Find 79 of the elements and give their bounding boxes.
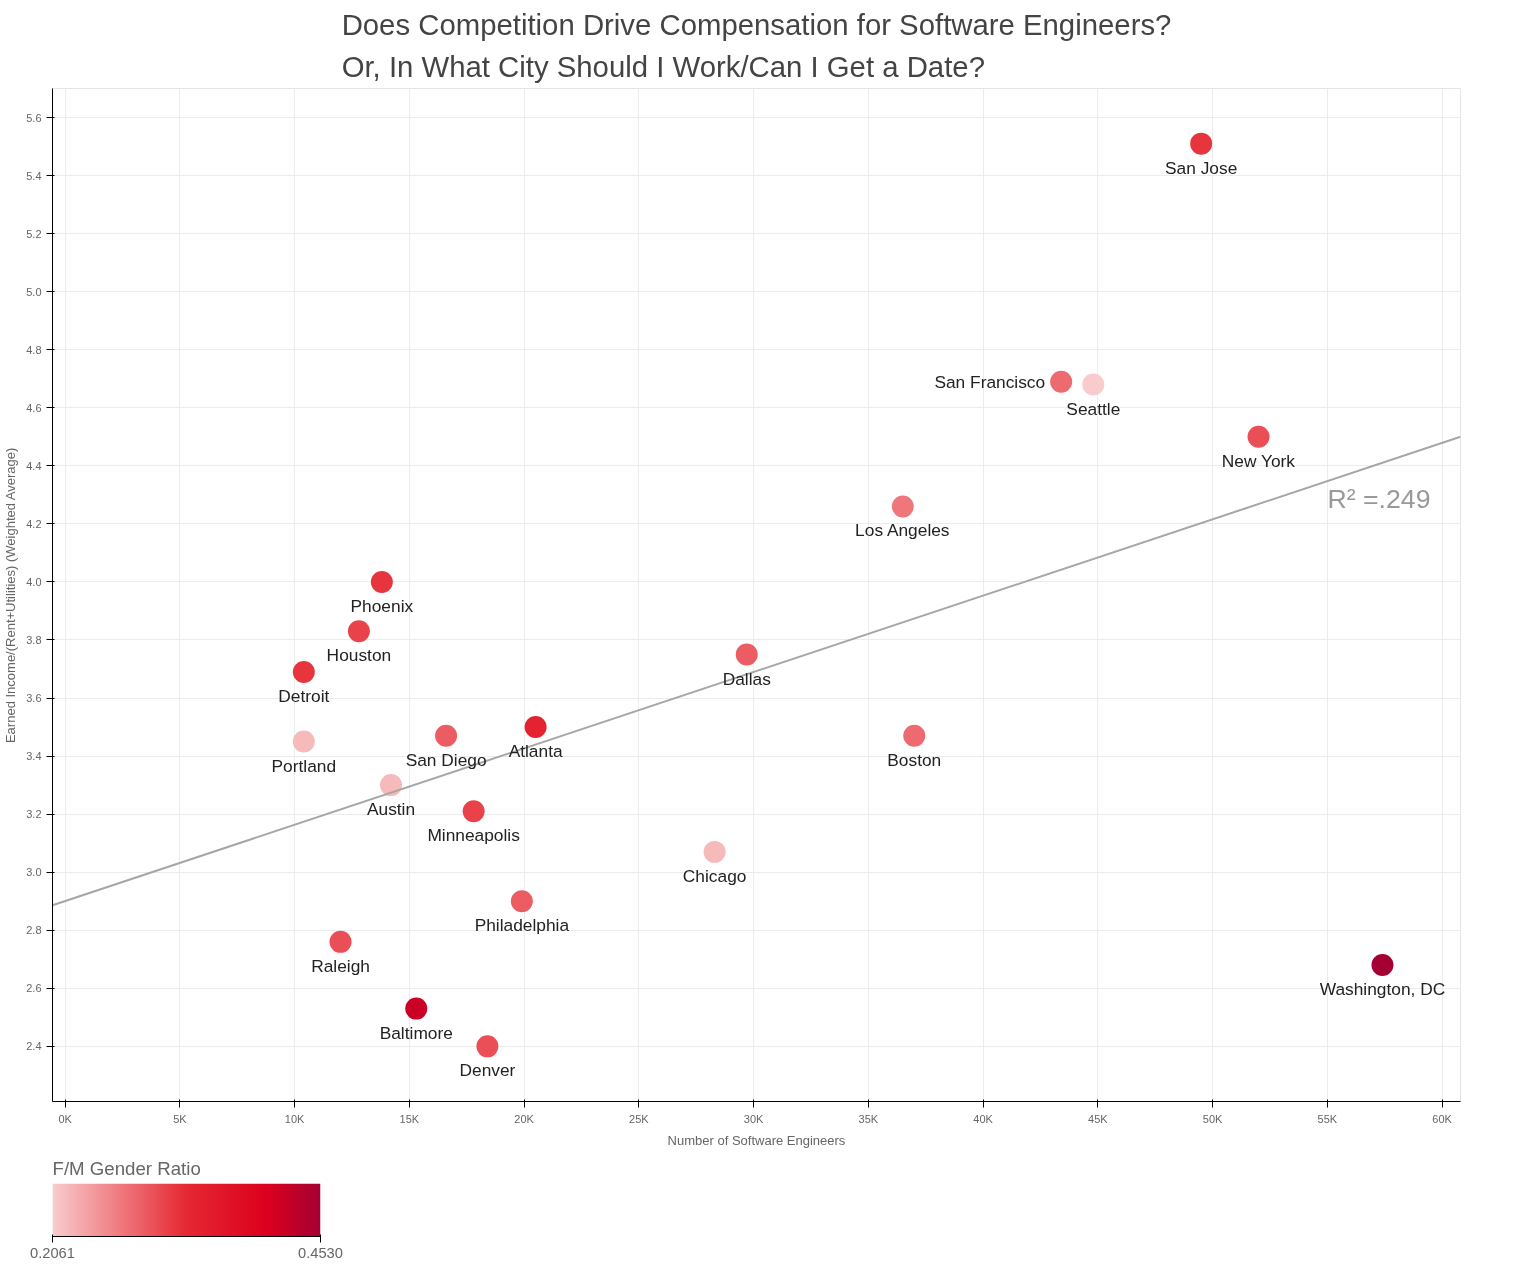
point: [703, 840, 726, 863]
annotation: San Francisco: [934, 371, 1046, 392]
y-tick-label: 2.8: [26, 924, 42, 937]
point: [462, 800, 485, 823]
y-tick-label: 3.4: [26, 750, 42, 763]
color-bar-label: 0.4530: [298, 1244, 343, 1261]
y-axis-title: Earned Income/(Rent+Utilities) (Weighted Average): [3, 447, 19, 744]
annotation: San Diego: [405, 749, 487, 770]
point: [891, 495, 914, 518]
point: [292, 660, 315, 683]
x-tick-label: 0K: [58, 1112, 73, 1125]
y-tick-label: 3.8: [26, 633, 42, 646]
y-tick-label: 4.8: [26, 343, 42, 356]
y-tick-label: 4.6: [26, 401, 42, 414]
y-tick-label: 3.6: [26, 692, 42, 705]
x-tick-label: 40K: [973, 1112, 994, 1125]
point: [347, 620, 370, 643]
point: [370, 570, 393, 593]
y-tick-label: 4.0: [26, 575, 42, 588]
point: [510, 890, 533, 913]
annotation: Detroit: [278, 685, 330, 706]
point: [435, 724, 458, 747]
point: [1082, 373, 1105, 396]
point: [1247, 425, 1270, 448]
x-tick-label: 30K: [743, 1112, 765, 1125]
y-tick-label: 4.2: [26, 517, 42, 530]
x-tick-label: 10K: [284, 1112, 306, 1125]
point: [1050, 370, 1073, 393]
x-tick-label: 20K: [514, 1112, 535, 1125]
y-tick-label: 4.4: [26, 459, 42, 472]
chart-title: Does Competition Drive Compensation for Software Engineers? Or, In What City Should I Work/Can I Get a Date?: [341, 7, 1172, 84]
y-tick-label: 5.6: [26, 111, 42, 124]
y-tick-label: 2.6: [26, 982, 42, 995]
annotation: Denver: [459, 1060, 516, 1081]
annotation: San Jose: [1165, 157, 1238, 178]
annotation: Philadelphia: [474, 915, 570, 936]
annotation: Baltimore: [379, 1022, 453, 1043]
annotation: Boston: [887, 749, 942, 770]
x-tick-label: 35K: [858, 1112, 879, 1125]
annotation: Seattle: [1066, 398, 1121, 419]
annotation: Atlanta: [508, 741, 563, 762]
point: [405, 997, 428, 1020]
annotation: Houston: [326, 645, 392, 666]
point: [1190, 132, 1213, 155]
annotation: Dallas: [722, 668, 772, 689]
annotation: New York: [1221, 450, 1296, 471]
annotation: Minneapolis: [427, 825, 521, 846]
x-tick-label: 25K: [629, 1112, 650, 1125]
annotation: Washington, DC: [1319, 979, 1446, 1000]
x-tick-label: 45K: [1088, 1112, 1109, 1125]
x-axis-title: Number of Software Engineers: [667, 1132, 846, 1148]
y-tick-label: 5.2: [26, 227, 42, 240]
point: [292, 730, 315, 753]
annotation: Portland: [271, 755, 337, 776]
point: [329, 930, 352, 953]
annotation: Austin: [366, 799, 416, 820]
point: [1371, 954, 1394, 977]
x-tick-label: 15K: [399, 1112, 420, 1125]
y-tick-label: 3.2: [26, 808, 42, 821]
y-tick-label: 5.4: [26, 169, 42, 182]
point: [380, 774, 403, 797]
y-tick-label: 5.0: [26, 285, 42, 298]
x-tick-label: 55K: [1317, 1112, 1338, 1125]
annotation: R² =.249: [1327, 483, 1431, 514]
x-tick-label: 50K: [1202, 1112, 1224, 1125]
annotation: Los Angeles: [855, 520, 950, 541]
x-tick-label: 5K: [173, 1112, 188, 1125]
point: [735, 643, 758, 666]
point: [476, 1035, 499, 1058]
x-tick-label: 60K: [1432, 1112, 1453, 1125]
point: [524, 716, 547, 739]
y-tick-label: 3.0: [26, 866, 42, 879]
y-tick-label: 2.4: [26, 1040, 42, 1053]
annotation: Chicago: [682, 865, 747, 886]
annotation: Phoenix: [350, 595, 414, 616]
point: [903, 724, 926, 747]
color-bar-label: 0.2061: [30, 1244, 75, 1261]
annotation: Raleigh: [311, 955, 370, 976]
color-bar-title: F/M Gender Ratio: [52, 1157, 201, 1179]
